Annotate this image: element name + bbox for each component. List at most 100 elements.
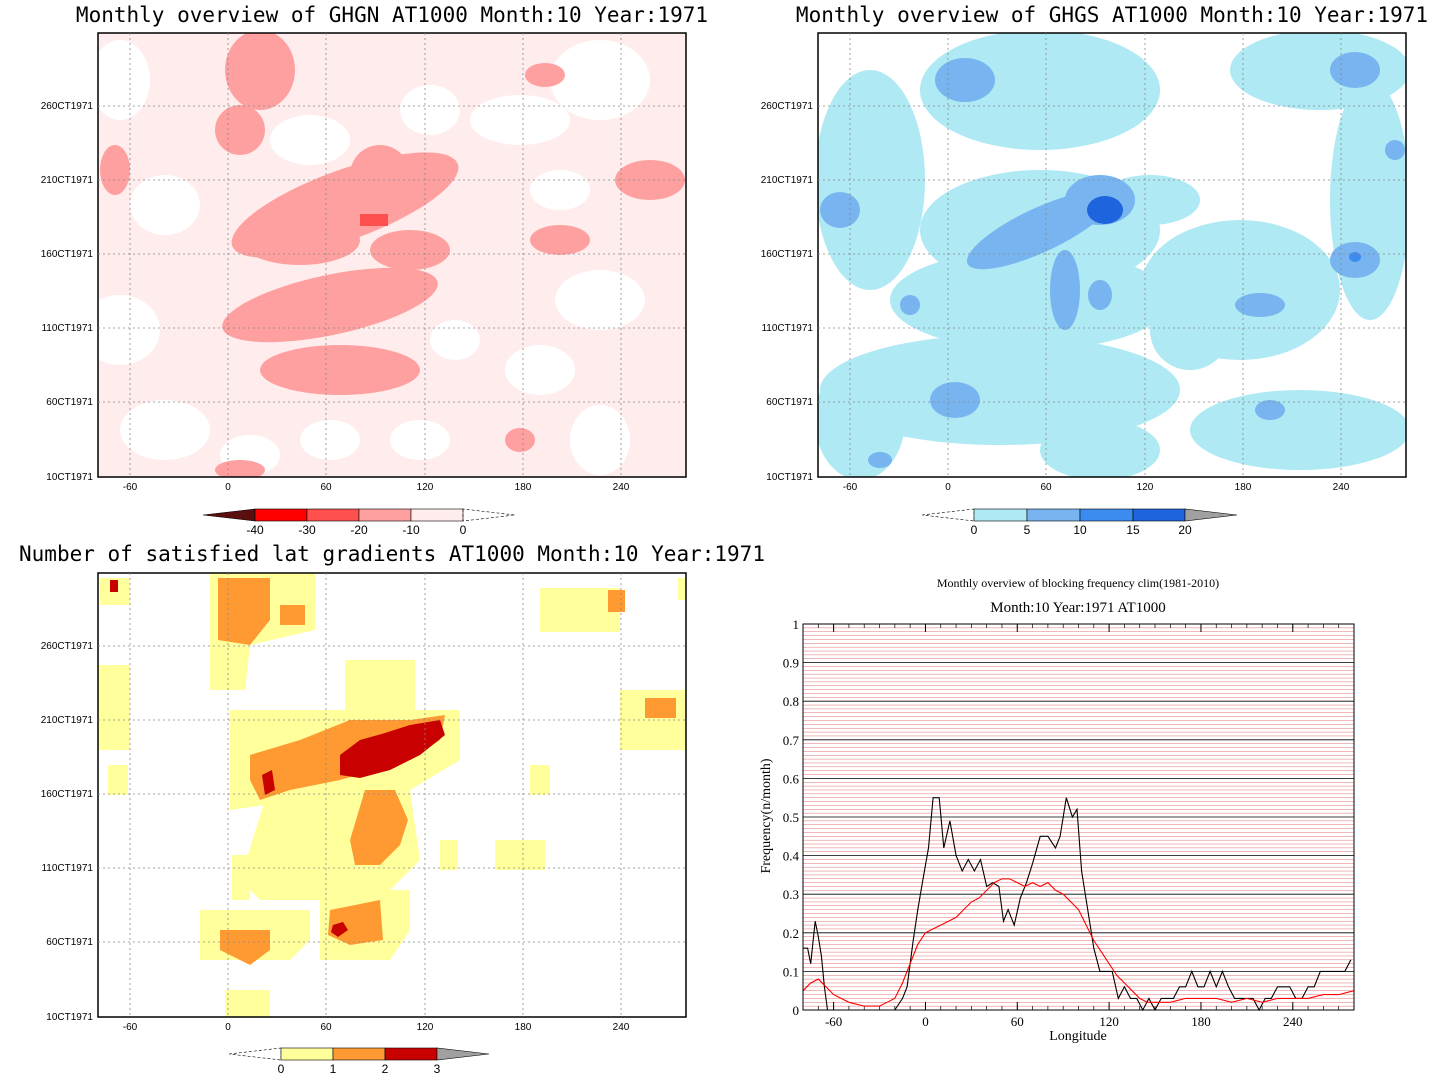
y-tick-label: 0.1 xyxy=(783,964,799,979)
latgrad-gridlines xyxy=(98,573,686,1017)
svg-text:120: 120 xyxy=(417,482,434,493)
ghgs-panel: Monthly overview of GHGS AT1000 Month:10… xyxy=(761,3,1428,537)
svg-text:60CT1971: 60CT1971 xyxy=(46,937,93,948)
ghgn-x-tick-labels: -60 0 60 120 180 240 xyxy=(123,482,630,493)
svg-text:210CT1971: 210CT1971 xyxy=(761,175,814,186)
ghgn-cb-label: 0 xyxy=(460,523,467,537)
latgrad-cb-label: 1 xyxy=(330,1062,337,1076)
svg-text:210CT1971: 210CT1971 xyxy=(41,715,94,726)
line-chart-grid xyxy=(803,623,1354,1011)
ghgs-title: Monthly overview of GHGS AT1000 Month:10… xyxy=(796,3,1428,27)
x-tick-label: 60 xyxy=(1011,1014,1024,1029)
ghgn-title: Monthly overview of GHGN AT1000 Month:10… xyxy=(76,3,708,27)
svg-text:260CT1971: 260CT1971 xyxy=(761,101,814,112)
ghgs-x-tick-labels: -60 0 60 120 180 240 xyxy=(843,482,1350,493)
y-tick-label: 0.8 xyxy=(783,694,799,709)
y-tick-label: 0.6 xyxy=(783,771,800,786)
svg-text:0: 0 xyxy=(945,482,951,493)
latgrad-cb-label: 0 xyxy=(278,1062,285,1076)
ghgn-cb-label: -30 xyxy=(298,523,316,537)
svg-text:110CT1971: 110CT1971 xyxy=(761,323,813,334)
latgrad-y-tick-labels: 260CT1971 210CT1971 160CT1971 110CT1971 … xyxy=(41,641,94,1023)
series-line-1 xyxy=(802,878,1355,1007)
svg-text:-60: -60 xyxy=(123,1022,138,1033)
line-chart-series xyxy=(802,797,1355,1012)
ghgn-colorbar: -40 -30 -20 -10 0 xyxy=(202,508,516,537)
svg-text:60: 60 xyxy=(320,482,332,493)
ghgn-contour-field xyxy=(98,33,686,477)
ghgs-cb-label: 15 xyxy=(1126,523,1140,537)
latgrad-panel: Number of satisfied lat gradients AT1000… xyxy=(19,542,765,1076)
line-chart-xlabel: Longitude xyxy=(1049,1029,1107,1044)
line-chart-frame xyxy=(802,623,1355,1011)
x-tick-label: 180 xyxy=(1191,1014,1211,1029)
svg-text:-60: -60 xyxy=(123,482,138,493)
ghgs-cb-label: 0 xyxy=(971,523,978,537)
x-tick-label: 240 xyxy=(1283,1014,1303,1029)
line-chart-ylabel: Frequency(n/month) xyxy=(759,758,774,873)
ghgn-gridlines xyxy=(98,33,686,477)
y-tick-label: 0.9 xyxy=(783,656,799,671)
ghgn-panel: Monthly overview of GHGN AT1000 Month:10… xyxy=(41,3,708,537)
svg-text:210CT1971: 210CT1971 xyxy=(41,175,94,186)
svg-text:0: 0 xyxy=(225,482,231,493)
svg-text:240: 240 xyxy=(1333,482,1350,493)
svg-text:160CT1971: 160CT1971 xyxy=(41,789,94,800)
svg-text:120: 120 xyxy=(1137,482,1154,493)
y-tick-label: 0.3 xyxy=(783,887,799,902)
svg-text:260CT1971: 260CT1971 xyxy=(41,641,94,652)
latgrad-2to3-regions xyxy=(110,580,445,937)
latgrad-cb-label: 2 xyxy=(382,1062,389,1076)
y-tick-label: 0 xyxy=(793,1003,800,1018)
ghgs-cb-label: 20 xyxy=(1178,523,1192,537)
svg-text:-60: -60 xyxy=(843,482,858,493)
svg-text:120: 120 xyxy=(417,1022,434,1033)
ghgs-cb-label: 10 xyxy=(1073,523,1087,537)
svg-text:180: 180 xyxy=(515,482,532,493)
svg-text:160CT1971: 160CT1971 xyxy=(41,249,94,260)
line-chart-ticks: 0 0.1 0.2 0.3 0.4 0.5 0.6 0.7 0.8 0.9 1 -60 0 60 120 18… xyxy=(783,617,1355,1029)
latgrad-x-tick-labels: -60 0 60 120 180 240 xyxy=(123,1022,630,1033)
svg-text:60: 60 xyxy=(320,1022,332,1033)
y-tick-label: 0.2 xyxy=(783,926,799,941)
svg-text:10CT1971: 10CT1971 xyxy=(766,472,813,483)
y-tick-label: 1 xyxy=(793,617,800,632)
latgrad-cb-label: 3 xyxy=(434,1062,441,1076)
svg-text:60: 60 xyxy=(1040,482,1052,493)
ghgn-cb-label: -40 xyxy=(246,523,264,537)
y-tick-label: 0.5 xyxy=(783,810,799,825)
svg-text:60CT1971: 60CT1971 xyxy=(766,397,813,408)
svg-text:10CT1971: 10CT1971 xyxy=(46,472,93,483)
svg-text:240: 240 xyxy=(613,482,630,493)
line-chart-subtitle: Month:10 Year:1971 AT1000 xyxy=(990,600,1165,616)
x-tick-label: 120 xyxy=(1099,1014,1119,1029)
ghgs-y-tick-labels: 260CT1971 210CT1971 160CT1971 110CT1971 … xyxy=(761,101,814,483)
svg-text:240: 240 xyxy=(613,1022,630,1033)
blocking-frequency-chart: Monthly overview of blocking frequency c… xyxy=(759,576,1355,1044)
y-tick-label: 0.7 xyxy=(783,733,800,748)
svg-text:10CT1971: 10CT1971 xyxy=(46,1012,93,1023)
line-chart-title: Monthly overview of blocking frequency c… xyxy=(937,576,1219,590)
svg-text:160CT1971: 160CT1971 xyxy=(761,249,814,260)
latgrad-title: Number of satisfied lat gradients AT1000… xyxy=(19,542,765,566)
ghgn-cb-label: -10 xyxy=(402,523,420,537)
svg-text:110CT1971: 110CT1971 xyxy=(41,863,93,874)
ghgn-zero-regions xyxy=(98,40,650,475)
latgrad-colorbar: 0 1 2 3 xyxy=(228,1047,490,1076)
ghgs-0to5-regions xyxy=(818,33,1406,477)
latgrad-contour-field xyxy=(98,573,686,1017)
x-tick-label: 0 xyxy=(922,1014,929,1029)
ghgn-cb-label: -20 xyxy=(350,523,368,537)
series-line-0 xyxy=(803,797,1352,1012)
ghgs-cb-label: 5 xyxy=(1024,523,1031,537)
ghgs-contour-field xyxy=(818,33,1406,477)
x-tick-label: -60 xyxy=(825,1014,842,1029)
svg-text:180: 180 xyxy=(515,1022,532,1033)
ghgs-gridlines xyxy=(818,33,1406,477)
ghgs-colorbar: 0 5 10 15 20 xyxy=(921,508,1238,537)
svg-text:60CT1971: 60CT1971 xyxy=(46,397,93,408)
svg-text:260CT1971: 260CT1971 xyxy=(41,101,94,112)
ghgn-y-tick-labels: 260CT1971 210CT1971 160CT1971 110CT1971 … xyxy=(41,101,94,483)
y-tick-label: 0.4 xyxy=(783,849,800,864)
